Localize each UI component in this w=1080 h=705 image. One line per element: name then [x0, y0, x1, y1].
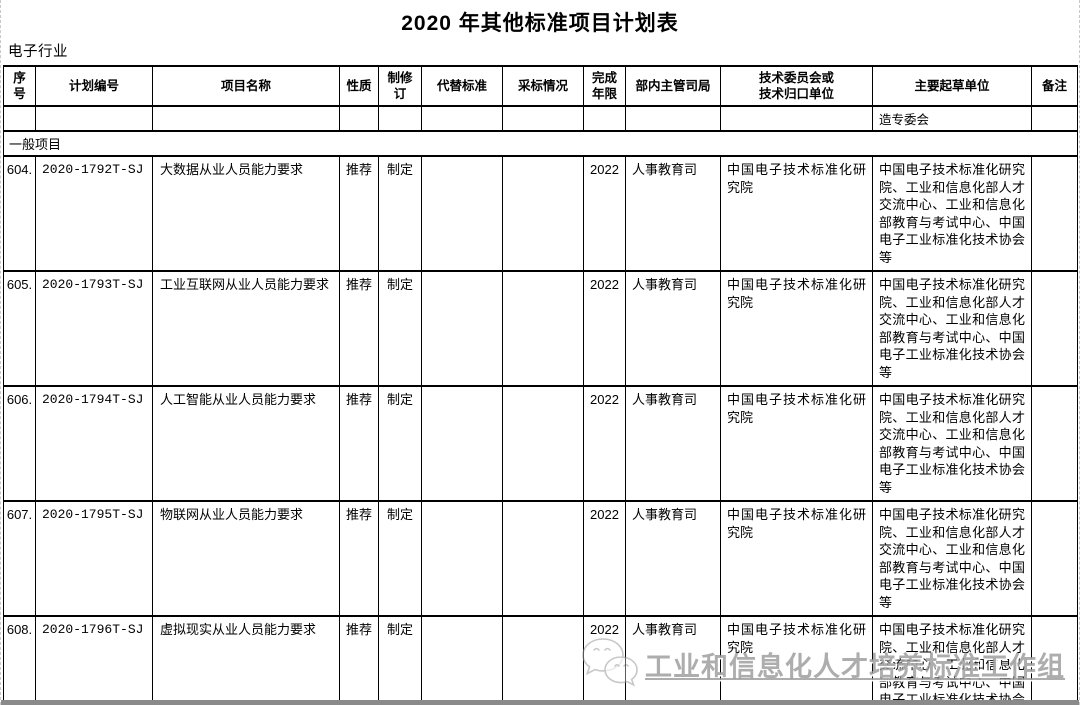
- carryover-empty-cell: [421, 105, 503, 132]
- adoption-cell: [502, 500, 584, 617]
- carryover-empty-cell: [152, 105, 340, 132]
- table-row: 607. 2020-1795T-SJ 物联网从业人员能力要求 推荐 制定 202…: [3, 500, 1078, 617]
- dept-cell: 人事教育司: [625, 615, 721, 705]
- dept-cell: 人事教育司: [625, 155, 721, 272]
- page-bottom-edge: [1, 700, 1079, 705]
- project-name-cell: 物联网从业人员能力要求: [152, 500, 340, 617]
- remark-cell: [1031, 615, 1078, 705]
- remark-cell: [1031, 500, 1078, 617]
- industry-section-label: 电子行业: [8, 44, 68, 60]
- dept-cell: 人事教育司: [625, 385, 721, 502]
- carryover-empty-cell: [1031, 105, 1078, 132]
- revision-cell: 制定: [378, 270, 422, 387]
- nature-cell: 推荐: [339, 615, 379, 705]
- nature-cell: 推荐: [339, 155, 379, 272]
- completion-year-cell: 2022: [583, 500, 626, 617]
- table-row: 604. 2020-1792T-SJ 大数据从业人员能力要求 推荐 制定 202…: [3, 155, 1078, 272]
- carryover-drafting-unit-cell: 造专委会: [872, 105, 1032, 132]
- col-header-adoption: 采标情况: [502, 65, 584, 107]
- standard-plan-table: 序 号 计划编号 项目名称 性质 制修 订 代替标准 采标情况 完成 年限 部内…: [3, 65, 1078, 705]
- replaced-standard-cell: [421, 615, 503, 705]
- adoption-cell: [502, 270, 584, 387]
- replaced-standard-cell: [421, 155, 503, 272]
- carryover-empty-cell: [3, 105, 36, 132]
- committee-cell: 中国电子技术标准化研究院: [720, 270, 873, 387]
- adoption-cell: [502, 615, 584, 705]
- revision-cell: 制定: [378, 155, 422, 272]
- col-header-seq: 序 号: [3, 65, 36, 107]
- seq-cell: 607.: [3, 500, 36, 617]
- adoption-cell: [502, 155, 584, 272]
- col-header-drafting-unit: 主要起草单位: [872, 65, 1032, 107]
- drafting-unit-cell: 中国电子技术标准化研究院、工业和信息化部人才交流中心、工业和信息化部教育与考试中…: [872, 385, 1032, 502]
- plan-no-cell: 2020-1796T-SJ: [35, 615, 153, 705]
- page-title: 2020 年其他标准项目计划表: [401, 12, 679, 35]
- committee-cell: 中国电子技术标准化研究院: [720, 385, 873, 502]
- carryover-empty-cell: [583, 105, 626, 132]
- carryover-empty-cell: [35, 105, 153, 132]
- col-header-remark: 备注: [1031, 65, 1078, 107]
- carryover-empty-cell: [720, 105, 873, 132]
- project-name-cell: 工业互联网从业人员能力要求: [152, 270, 340, 387]
- completion-year-cell: 2022: [583, 385, 626, 502]
- plan-no-cell: 2020-1795T-SJ: [35, 500, 153, 617]
- carryover-row: 造专委会: [3, 105, 1078, 132]
- carryover-empty-cell: [378, 105, 422, 132]
- remark-cell: [1031, 385, 1078, 502]
- revision-cell: 制定: [378, 500, 422, 617]
- committee-cell: 中国电子技术标准化研究院: [720, 615, 873, 705]
- seq-cell: 604.: [3, 155, 36, 272]
- table-row: 606. 2020-1794T-SJ 人工智能从业人员能力要求 推荐 制定 20…: [3, 385, 1078, 502]
- col-header-project-name: 项目名称: [152, 65, 340, 107]
- adoption-cell: [502, 385, 584, 502]
- col-header-committee: 技术委员会或 技术归口单位: [720, 65, 873, 107]
- project-name-cell: 虚拟现实从业人员能力要求: [152, 615, 340, 705]
- dept-cell: 人事教育司: [625, 270, 721, 387]
- carryover-empty-cell: [339, 105, 379, 132]
- replaced-standard-cell: [421, 385, 503, 502]
- replaced-standard-cell: [421, 270, 503, 387]
- col-header-completion-year: 完成 年限: [583, 65, 626, 107]
- committee-cell: 中国电子技术标准化研究院: [720, 500, 873, 617]
- project-name-cell: 人工智能从业人员能力要求: [152, 385, 340, 502]
- table-row: 608. 2020-1796T-SJ 虚拟现实从业人员能力要求 推荐 制定 20…: [3, 615, 1078, 705]
- revision-cell: 制定: [378, 385, 422, 502]
- completion-year-cell: 2022: [583, 615, 626, 705]
- plan-no-cell: 2020-1793T-SJ: [35, 270, 153, 387]
- replaced-standard-cell: [421, 500, 503, 617]
- dept-cell: 人事教育司: [625, 500, 721, 617]
- committee-cell: 中国电子技术标准化研究院: [720, 155, 873, 272]
- drafting-unit-cell: 中国电子技术标准化研究院、工业和信息化部人才交流中心、工业和信息化部教育与考试中…: [872, 500, 1032, 617]
- plan-no-cell: 2020-1792T-SJ: [35, 155, 153, 272]
- drafting-unit-cell: 中国电子技术标准化研究院、工业和信息化部人才交流中心、工业和信息化部教育与考试中…: [872, 615, 1032, 705]
- remark-cell: [1031, 270, 1078, 387]
- completion-year-cell: 2022: [583, 155, 626, 272]
- project-name-cell: 大数据从业人员能力要求: [152, 155, 340, 272]
- table-row: 605. 2020-1793T-SJ 工业互联网从业人员能力要求 推荐 制定 2…: [3, 270, 1078, 387]
- nature-cell: 推荐: [339, 385, 379, 502]
- seq-cell: 608.: [3, 615, 36, 705]
- plan-no-cell: 2020-1794T-SJ: [35, 385, 153, 502]
- revision-cell: 制定: [378, 615, 422, 705]
- group-label-cell: 一般项目: [3, 130, 1078, 157]
- group-row-general-projects: 一般项目: [3, 130, 1078, 157]
- drafting-unit-cell: 中国电子技术标准化研究院、工业和信息化部人才交流中心、工业和信息化部教育与考试中…: [872, 270, 1032, 387]
- col-header-plan-no: 计划编号: [35, 65, 153, 107]
- drafting-unit-cell: 中国电子技术标准化研究院、工业和信息化部人才交流中心、工业和信息化部教育与考试中…: [872, 155, 1032, 272]
- col-header-nature: 性质: [339, 65, 379, 107]
- nature-cell: 推荐: [339, 270, 379, 387]
- col-header-replaced-standard: 代替标准: [421, 65, 503, 107]
- remark-cell: [1031, 155, 1078, 272]
- completion-year-cell: 2022: [583, 270, 626, 387]
- nature-cell: 推荐: [339, 500, 379, 617]
- seq-cell: 606.: [3, 385, 36, 502]
- seq-cell: 605.: [3, 270, 36, 387]
- carryover-empty-cell: [625, 105, 721, 132]
- table-header-row: 序 号 计划编号 项目名称 性质 制修 订 代替标准 采标情况 完成 年限 部内…: [3, 65, 1078, 107]
- col-header-revision: 制修 订: [378, 65, 422, 107]
- col-header-dept: 部内主管司局: [625, 65, 721, 107]
- carryover-empty-cell: [502, 105, 584, 132]
